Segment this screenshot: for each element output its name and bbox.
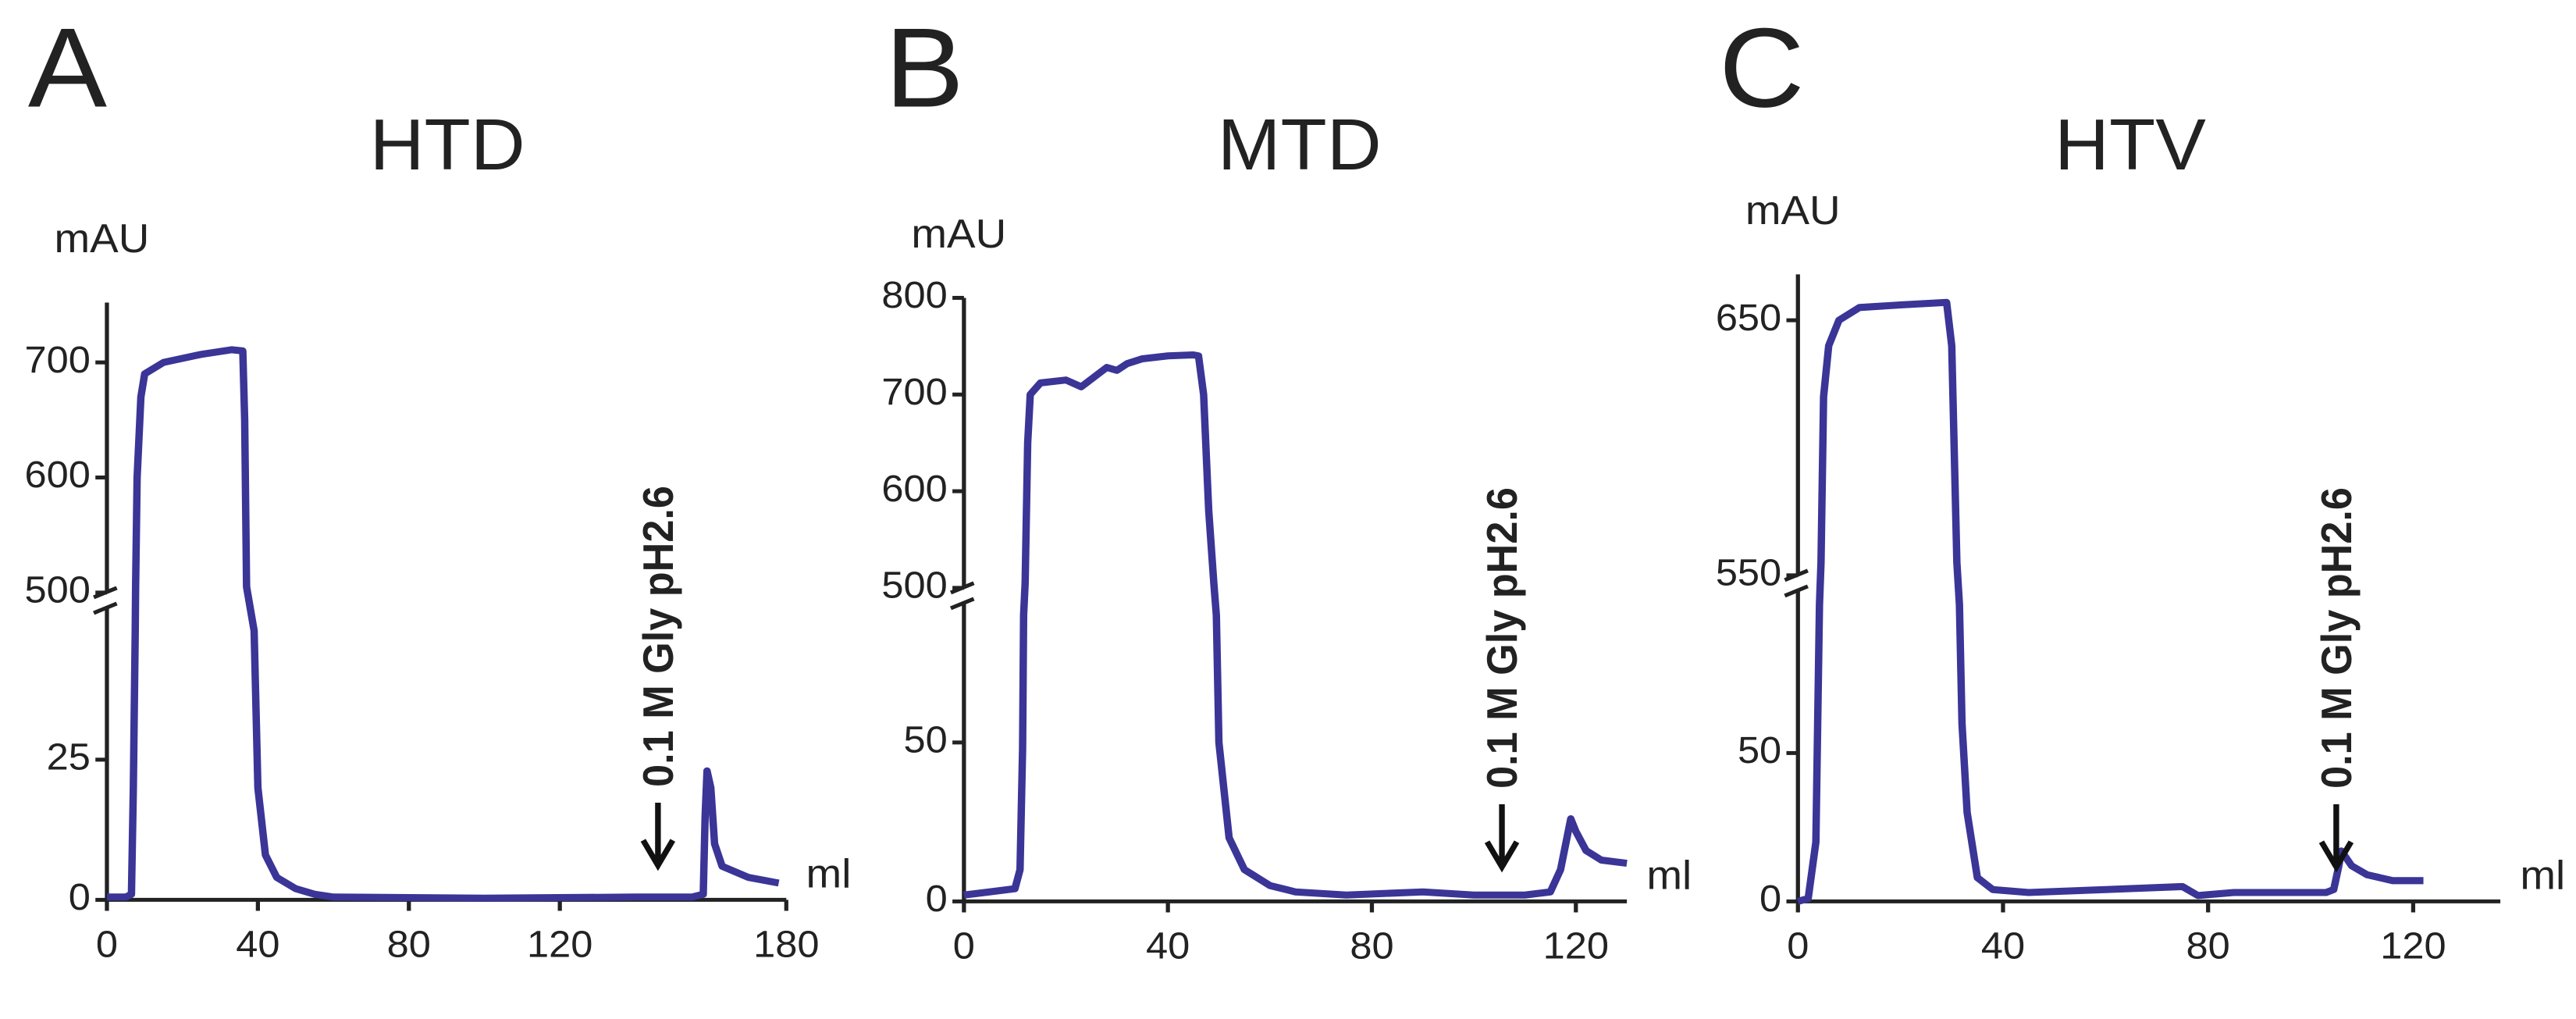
data-line [106,346,780,902]
x-tick-label: 180 [753,923,819,965]
data-line [963,351,1628,899]
y-axis-label: mAU [55,216,150,262]
y-axis-label: mAU [1745,188,1841,233]
y-tick-label: 600 [881,468,947,510]
chart-title: MTD [1218,105,1382,185]
x-axis-label: ml [1646,853,1692,899]
x-tick-label: 0 [1787,925,1809,967]
x-tick-label: 40 [236,923,279,965]
annotation-arrow [640,802,676,871]
panel-letter: C [1719,5,1805,131]
data-line [1796,298,2424,905]
y-tick-label: 50 [1738,729,1781,771]
x-tick-label: 120 [1543,925,1609,967]
y-tick-label: 25 [47,736,91,779]
annotation-arrow [2318,803,2354,873]
annotation: 0.1 M Gly pH2.6 [635,486,682,787]
x-tick-label: 120 [2380,925,2446,967]
y-tick-label: 0 [1759,878,1781,920]
y-tick-label: 550 [1716,552,1781,594]
panel-letter: B [885,5,964,131]
y-tick-label: 700 [881,371,947,413]
y-tick-label: 600 [25,454,91,496]
x-tick-label: 80 [387,923,431,965]
y-tick-label: 50 [904,719,948,761]
x-tick-label: 80 [1350,925,1393,967]
y-tick-label: 0 [69,876,91,918]
x-axis-label: ml [2520,853,2565,899]
y-axis-label: mAU [911,212,1006,257]
y-tick-label: 800 [881,274,947,316]
x-axis-label: ml [806,852,852,897]
y-tick-label: 650 [1716,297,1781,339]
chart-title: HTD [370,105,525,185]
x-tick-label: 0 [953,925,975,967]
x-tick-label: 40 [1981,925,2025,967]
annotation: 0.1 M Gly pH2.6 [1479,487,1526,789]
y-tick-label: 700 [25,339,91,381]
x-tick-label: 80 [2186,925,2230,967]
y-tick-label: 500 [881,565,947,607]
chart-title: HTV [2055,105,2206,185]
panel-letter: A [28,5,107,131]
annotation: 0.1 M Gly pH2.6 [2314,487,2361,789]
x-tick-label: 120 [527,923,592,965]
x-tick-label: 0 [96,923,118,965]
x-tick-label: 40 [1146,925,1190,967]
y-tick-label: 500 [25,569,91,611]
annotation-arrow [1484,803,1520,873]
y-tick-label: 0 [926,878,948,920]
